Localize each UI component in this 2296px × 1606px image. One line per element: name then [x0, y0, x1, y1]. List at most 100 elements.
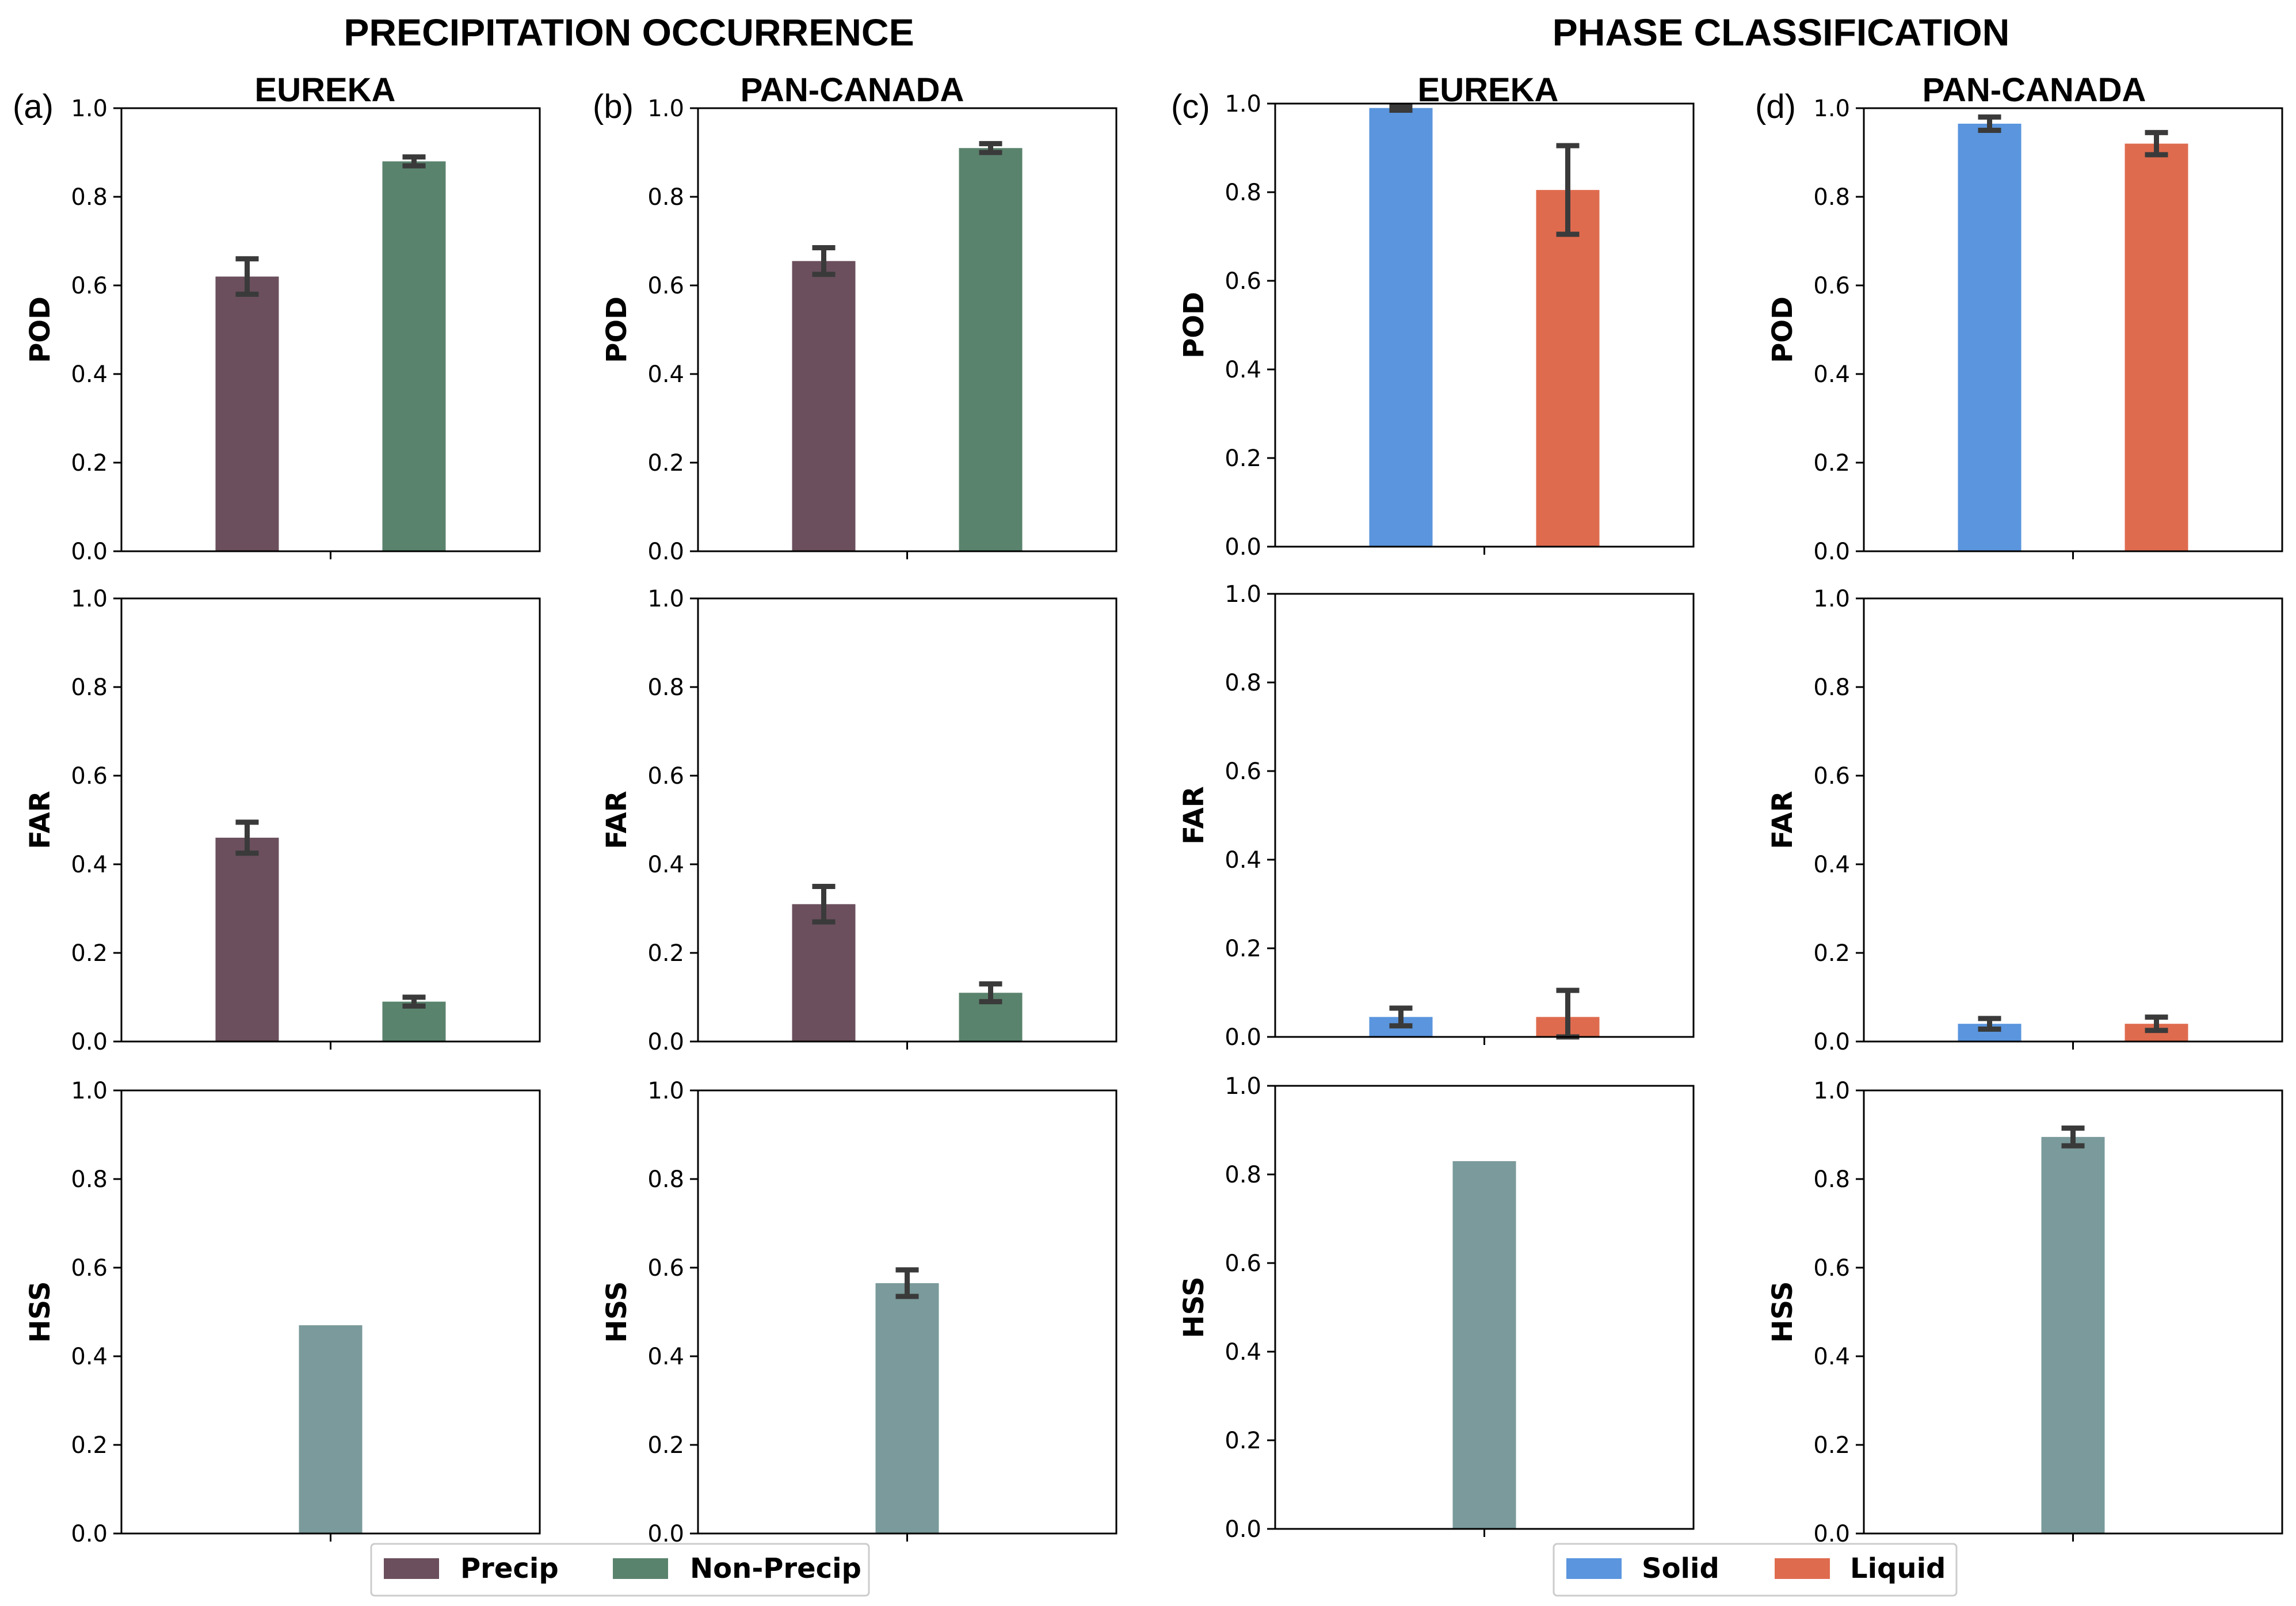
ytick-label-b-hss-0: 0.0 — [647, 1521, 684, 1547]
panel-c-hss: 0.0 0.2 0.4 0.6 0.8 1.0 HSS — [1178, 1073, 1695, 1543]
ylabel-a-far: FAR — [24, 791, 56, 849]
legend-label-solid: Solid — [1642, 1552, 1719, 1585]
bar-b-pod-precip — [792, 261, 856, 551]
ytick-label-d-pod-0: 0.0 — [1813, 539, 1850, 565]
panel-b-hss: 0.0 0.2 0.4 0.6 0.8 1.0 HSS — [601, 1078, 1118, 1547]
legend-phase-frame — [1553, 1543, 1958, 1597]
panel-d-pod: 0.0 0.2 0.4 0.6 0.8 1.0 POD — [1767, 96, 2283, 565]
errorbar-d-hss-hss — [2061, 1125, 2085, 1149]
ytick-label-c-pod-2: 0.4 — [1225, 357, 1261, 383]
ytick-label-c-far-5: 1.0 — [1225, 581, 1261, 608]
ytick-label-b-far-3: 0.6 — [647, 763, 684, 789]
ytick-label-b-pod-3: 0.6 — [647, 273, 684, 299]
panel-a-far: 0.0 0.2 0.4 0.6 0.8 1.0 FAR — [24, 586, 541, 1055]
axes-frame-c-pod — [1274, 102, 1695, 548]
ylabel-d-far: FAR — [1767, 791, 1799, 849]
panel-a-pod: 0.0 0.2 0.4 0.6 0.8 1.0 POD — [24, 96, 541, 565]
panel-c-far: 0.0 0.2 0.4 0.6 0.8 1.0 FAR — [1178, 581, 1695, 1051]
ylabel-b-far: FAR — [601, 791, 633, 849]
ytick-label-c-hss-4: 0.8 — [1225, 1162, 1261, 1188]
panel-b-pod: 0.0 0.2 0.4 0.6 0.8 1.0 POD — [601, 96, 1118, 565]
legend-label-precip: Precip — [460, 1552, 559, 1585]
ytick-label-c-far-0: 0.0 — [1225, 1024, 1261, 1051]
ytick-label-b-far-2: 0.4 — [647, 852, 684, 878]
errorbar-a-far-non-precip — [402, 994, 426, 1009]
ytick-label-b-hss-4: 0.8 — [647, 1166, 684, 1193]
legend-label-liquid: Liquid — [1850, 1552, 1946, 1585]
legend-swatch-solid — [1566, 1558, 1622, 1579]
errorbar-d-far-solid — [1978, 1016, 2001, 1032]
ytick-label-c-pod-5: 1.0 — [1225, 91, 1261, 117]
ytick-label-d-hss-0: 0.0 — [1813, 1521, 1850, 1547]
ytick-label-b-pod-0: 0.0 — [647, 539, 684, 565]
axes-frame-c-hss — [1274, 1085, 1695, 1530]
ylabel-b-pod: POD — [601, 296, 633, 363]
ytick-label-a-pod-0: 0.0 — [71, 539, 108, 565]
errorbar-c-far-solid — [1389, 1005, 1413, 1029]
panel-label-a: (a) — [13, 88, 54, 125]
bar-a-pod-precip — [215, 276, 279, 551]
legend-label-nonprecip: Non-Precip — [690, 1552, 861, 1585]
ytick-label-b-far-1: 0.2 — [647, 940, 684, 967]
ytick-label-c-pod-0: 0.0 — [1225, 534, 1261, 560]
bar-b-hss-hss — [875, 1283, 939, 1533]
ytick-label-a-pod-5: 1.0 — [71, 96, 108, 122]
ytick-label-c-hss-0: 0.0 — [1225, 1516, 1261, 1543]
axes-frame-b-pod — [697, 107, 1118, 552]
column-title-b: PAN-CANADA — [741, 71, 964, 109]
bar-b-far-precip — [792, 904, 856, 1042]
ylabel-b-hss: HSS — [601, 1281, 633, 1342]
bar-c-hss-hss — [1452, 1161, 1516, 1529]
ytick-label-a-far-5: 1.0 — [71, 586, 108, 612]
axes-frame-b-hss — [697, 1089, 1118, 1535]
panel-d-hss: 0.0 0.2 0.4 0.6 0.8 1.0 HSS — [1767, 1078, 2283, 1547]
ytick-label-a-hss-4: 0.8 — [71, 1166, 108, 1193]
ylabel-d-pod: POD — [1767, 296, 1799, 363]
ylabel-a-hss: HSS — [24, 1281, 56, 1342]
ytick-label-a-pod-1: 0.2 — [71, 450, 108, 476]
ytick-label-d-hss-4: 0.8 — [1813, 1166, 1850, 1193]
axes-frame-c-far — [1274, 593, 1695, 1038]
ytick-label-b-pod-5: 1.0 — [647, 96, 684, 122]
ytick-label-d-hss-1: 0.2 — [1813, 1432, 1850, 1459]
legend-precip: Precip Non-Precip — [370, 1543, 870, 1597]
ytick-label-a-far-1: 0.2 — [71, 940, 108, 967]
ytick-label-c-hss-2: 0.4 — [1225, 1339, 1261, 1365]
ytick-label-d-hss-3: 0.6 — [1813, 1255, 1850, 1281]
legend-swatch-precip — [384, 1558, 439, 1579]
bar-d-pod-solid — [1958, 123, 2022, 551]
axes-frame-a-pod — [120, 107, 541, 552]
legend-swatch-nonprecip — [613, 1558, 668, 1579]
panel-d-far: 0.0 0.2 0.4 0.6 0.8 1.0 FAR — [1767, 586, 2283, 1055]
panel-c-pod: 0.0 0.2 0.4 0.6 0.8 1.0 POD — [1178, 91, 1695, 560]
ytick-label-a-far-0: 0.0 — [71, 1029, 108, 1055]
ytick-label-a-far-4: 0.8 — [71, 674, 108, 701]
ytick-label-b-hss-2: 0.4 — [647, 1344, 684, 1370]
ytick-label-b-far-5: 1.0 — [647, 586, 684, 612]
errorbar-b-pod-non-precip — [979, 141, 1002, 155]
axes-frame-d-pod — [1863, 107, 2283, 552]
ytick-label-b-pod-1: 0.2 — [647, 450, 684, 476]
ytick-label-b-hss-1: 0.2 — [647, 1432, 684, 1459]
axes-frame-b-far — [697, 597, 1118, 1043]
panels: 0.0 0.2 0.4 0.6 0.8 1.0 POD 0.0 0.2 0.4 0.6 0.8 1.0 P… — [24, 91, 2283, 1547]
errorbar-a-pod-non-precip — [402, 154, 426, 169]
ytick-label-d-pod-2: 0.4 — [1813, 361, 1850, 388]
errorbar-c-pod-solid — [1389, 103, 1413, 113]
bar-c-pod-solid — [1369, 108, 1433, 547]
ytick-label-a-pod-2: 0.4 — [71, 361, 108, 388]
ylabel-c-hss: HSS — [1178, 1276, 1210, 1338]
ytick-label-b-far-4: 0.8 — [647, 674, 684, 701]
legend-swatch-liquid — [1775, 1558, 1830, 1579]
ytick-label-d-pod-3: 0.6 — [1813, 273, 1850, 299]
axes-frame-a-hss — [120, 1089, 541, 1535]
ytick-label-c-pod-3: 0.6 — [1225, 268, 1261, 295]
ytick-label-d-pod-4: 0.8 — [1813, 184, 1850, 211]
errorbar-d-far-liquid — [2145, 1014, 2168, 1033]
ytick-label-b-hss-3: 0.6 — [647, 1255, 684, 1281]
bar-a-hss-hss — [299, 1325, 363, 1533]
ylabel-d-hss: HSS — [1767, 1281, 1799, 1342]
ytick-label-a-far-2: 0.4 — [71, 852, 108, 878]
legend-phase: Solid Liquid — [1553, 1543, 1958, 1597]
